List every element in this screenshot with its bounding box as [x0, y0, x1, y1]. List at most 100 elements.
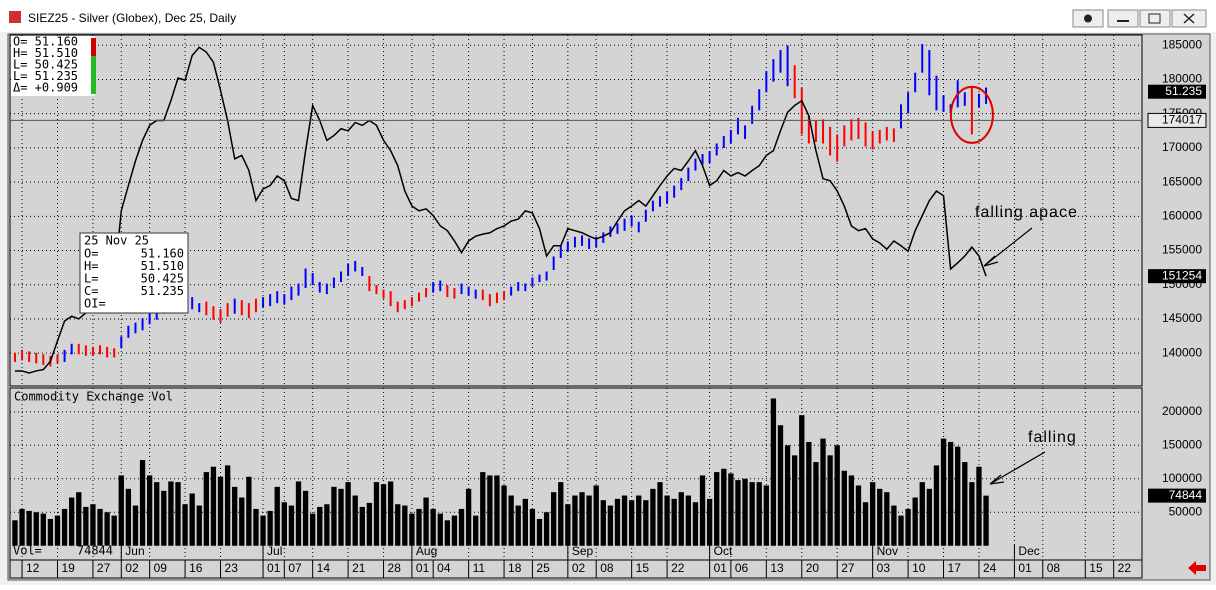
month-label: Aug — [416, 544, 437, 558]
volume-bar — [338, 488, 344, 546]
volume-bar — [267, 510, 273, 546]
cursor-tag — [1147, 112, 1207, 128]
volume-bar — [508, 495, 514, 546]
app-icon — [9, 11, 21, 23]
volume-bar — [288, 505, 295, 546]
volume-bar — [962, 462, 968, 546]
volume-bar — [940, 438, 947, 546]
price-tag — [1148, 84, 1206, 99]
month-label: Jun — [125, 544, 144, 558]
volume-bar — [465, 488, 472, 546]
scroll-arrow[interactable] — [1188, 561, 1206, 575]
volume-bar — [295, 481, 302, 546]
volume-bar — [905, 508, 911, 546]
volume-bar — [572, 495, 578, 546]
window-buttons[interactable] — [1072, 9, 1207, 28]
volume-bar — [210, 466, 217, 546]
x-tick-label: 06 — [735, 561, 749, 575]
volume-bar — [543, 512, 550, 546]
info-field: 51.160 — [141, 247, 184, 261]
open-interest-line — [14, 46, 987, 374]
y-tick-label: 100000 — [1162, 471, 1202, 485]
restore-icon — [1148, 13, 1161, 24]
quote-line: Δ= +0.909 — [13, 81, 78, 95]
volume-bar — [777, 425, 784, 546]
x-tick-label: 18 — [508, 561, 522, 575]
volume-bar — [444, 520, 451, 546]
x-tick-label: 02 — [125, 561, 139, 575]
x-tick-label: 22 — [671, 561, 685, 575]
volume-bar — [976, 466, 982, 546]
volume-bar — [161, 490, 167, 546]
volume-bar — [317, 506, 323, 546]
month-label: Oct — [714, 544, 733, 558]
price-pane — [9, 34, 1143, 387]
volume-bar — [352, 495, 358, 546]
x-tick-label: 24 — [983, 561, 997, 575]
month-label: Jul — [267, 544, 282, 558]
volume-bar — [848, 475, 855, 546]
volume-bar — [224, 465, 231, 546]
volume-bar — [636, 495, 642, 546]
minimize-icon — [1117, 20, 1129, 22]
volume-bar — [47, 518, 54, 546]
info-field: 51.510 — [141, 259, 184, 273]
annotation: falling apace — [975, 204, 1078, 221]
volume-bar — [451, 515, 458, 546]
volume-bar — [274, 486, 280, 546]
range-indicator-red — [91, 38, 96, 56]
volume-bar — [437, 513, 443, 546]
volume-bar — [345, 482, 351, 546]
volume-bar — [203, 472, 210, 546]
quote-line: H= 51.510 — [13, 46, 78, 60]
x-tick-label: 28 — [388, 561, 402, 575]
cursor-label: 174017 — [1162, 113, 1202, 127]
volume-bar — [877, 488, 883, 546]
volume-bar — [40, 513, 46, 546]
volume-bar — [118, 475, 124, 546]
volume-bar — [869, 482, 876, 546]
volume-tag — [1148, 488, 1206, 503]
volume-bar — [685, 495, 692, 546]
y-tick-label: 160000 — [1162, 208, 1202, 222]
volume-bar — [529, 508, 536, 546]
title-bar — [0, 0, 1216, 32]
volume-bar — [742, 478, 748, 546]
volume-bar — [168, 481, 174, 546]
info-popup — [79, 232, 189, 314]
volume-bar — [749, 482, 755, 546]
close-icon — [1183, 13, 1195, 24]
minimize-button[interactable] — [1107, 9, 1139, 28]
volume-bar — [246, 476, 252, 546]
volume-bar — [919, 482, 925, 546]
highlight-circle — [949, 85, 994, 144]
volume-bar — [501, 485, 507, 546]
info-field: 51.235 — [141, 284, 184, 298]
annotation-arrow — [989, 451, 1046, 485]
range-indicator-green — [91, 56, 96, 94]
volume-bar — [409, 513, 415, 546]
volume-bar — [650, 488, 656, 546]
volume-bar — [331, 486, 337, 546]
x-tick-label: 13 — [770, 561, 784, 575]
quote-line: O= 51.160 — [13, 35, 78, 49]
x-tick-label: 21 — [352, 561, 366, 575]
volume-bar — [827, 455, 833, 546]
oi-tag-label: 151254 — [1162, 268, 1202, 282]
x-tick-label: 15 — [636, 561, 650, 575]
volume-bar — [473, 515, 479, 546]
volume-bar — [423, 497, 429, 546]
volume-bar — [728, 473, 734, 546]
restore-button[interactable] — [1139, 9, 1171, 28]
volume-readout: 74844 — [77, 544, 113, 558]
volume-bar — [189, 493, 195, 546]
dot-icon — [1084, 14, 1092, 23]
volume-bar — [607, 505, 614, 546]
volume-bar — [614, 498, 621, 546]
volume-bar — [784, 445, 791, 546]
x-tick-label: 01 — [1018, 561, 1032, 575]
x-tick-label: 01 — [267, 561, 281, 575]
y-tick-label: 50000 — [1169, 504, 1203, 518]
volume-bar — [111, 515, 117, 546]
volume-bar — [912, 497, 918, 546]
